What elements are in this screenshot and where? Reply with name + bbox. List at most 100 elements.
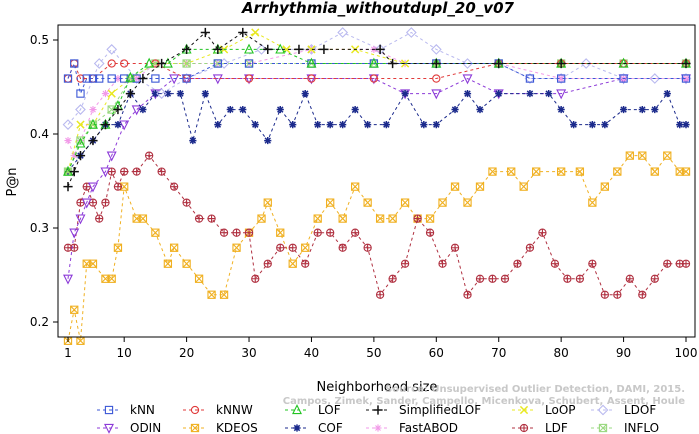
point-ldf-53 [663, 259, 672, 268]
point-kdeos-47 [613, 167, 622, 176]
point-knn-0 [63, 74, 73, 83]
point-kdeos-29 [363, 198, 372, 207]
x-tick-label: 60 [429, 346, 444, 360]
legend-item-knnw: kNNW [183, 403, 253, 417]
legend-label-ldf: LDF [545, 421, 568, 434]
point-knnw-8 [244, 74, 254, 83]
point-cof-33 [526, 89, 534, 98]
point-simplifiedlof-13 [263, 44, 273, 54]
point-fastabod-5 [114, 74, 122, 83]
point-cof-17 [276, 105, 284, 114]
point-lof-5 [125, 71, 136, 82]
point-cof-15 [251, 121, 259, 129]
point-ldf-29 [363, 243, 372, 252]
legend-label-knnw: kNNW [216, 403, 253, 417]
point-knnw-0 [63, 74, 73, 83]
point-kdeos-20 [257, 214, 266, 223]
point-simplifiedlof-16 [375, 44, 385, 54]
point-cof-12 [214, 121, 222, 129]
point-kdeos-51 [663, 151, 672, 160]
point-simplifiedlof-3 [88, 135, 98, 146]
point-loop-10 [307, 45, 316, 54]
legend-marker-knn [104, 405, 114, 415]
point-odin-12 [212, 74, 223, 85]
point-kdeos-49 [638, 151, 647, 160]
point-kdeos-14 [182, 259, 191, 268]
point-cof-30 [463, 89, 472, 98]
point-cof-34 [545, 89, 553, 98]
point-cof-11 [201, 89, 209, 98]
point-loop-1 [76, 120, 85, 129]
point-odin-0 [63, 274, 73, 285]
point-ldf-12 [157, 167, 166, 176]
point-kdeos-44 [575, 167, 585, 176]
point-odin-6 [106, 151, 117, 162]
point-kdeos-39 [488, 167, 497, 176]
point-ldf-52 [650, 274, 659, 283]
y-tick-label: 0.3 [30, 221, 49, 235]
x-tick-label: 30 [241, 346, 256, 360]
point-simplifiedlof-21 [681, 58, 691, 69]
point-knn-17 [525, 74, 535, 83]
point-kdeos-53 [681, 167, 691, 176]
point-cof-43 [676, 121, 684, 129]
point-cof-41 [651, 105, 659, 114]
point-ldf-17 [219, 228, 229, 237]
point-cof-26 [401, 89, 409, 98]
series-simplifiedlof [63, 27, 691, 192]
point-knn-9 [151, 74, 160, 83]
point-simplifiedlof-0 [63, 182, 73, 192]
point-ldf-24 [301, 259, 310, 268]
legend-item-kdeos: KDEOS [183, 421, 258, 434]
point-kdeos-22 [276, 228, 285, 237]
point-knn-4 [88, 74, 98, 83]
point-ldf-41 [513, 259, 522, 268]
point-cof-35 [557, 105, 565, 114]
legend-label-lof: LOF [318, 403, 341, 417]
point-odin-10 [169, 74, 180, 85]
point-kdeos-34 [425, 214, 435, 223]
point-cof-27 [420, 121, 428, 129]
point-odin-4 [87, 182, 98, 193]
point-ldof-12 [405, 27, 417, 38]
point-lof-10 [244, 43, 255, 54]
legend-marker-inflo [598, 423, 608, 433]
point-lof-2 [87, 118, 98, 129]
point-ldf-5 [95, 214, 104, 223]
point-kdeos-26 [326, 198, 335, 207]
point-ldf-31 [388, 274, 397, 283]
point-cof-40 [638, 105, 646, 114]
point-ldf-23 [288, 243, 297, 252]
legend-marker-simplifiedlof [373, 405, 383, 415]
point-ldf-20 [251, 274, 260, 283]
legend-label-odin: ODIN [130, 421, 161, 434]
point-odin-1 [69, 228, 80, 239]
point-lof-13 [368, 57, 379, 68]
point-ldf-13 [169, 182, 179, 191]
point-cof-44 [682, 121, 690, 129]
point-kdeos-24 [301, 243, 310, 252]
legend-item-ldof: LDOF [591, 403, 656, 417]
point-ldf-48 [600, 290, 609, 299]
point-ldof-8 [256, 44, 267, 55]
point-kdeos-36 [450, 182, 460, 191]
point-ldf-47 [588, 259, 597, 268]
point-simplifiedlof-1 [69, 167, 79, 177]
legend-label-loop: LoOP [545, 403, 576, 417]
point-ldf-36 [450, 243, 460, 252]
point-simplifiedlof-19 [494, 58, 504, 69]
series-odin [63, 74, 691, 285]
point-simplifiedlof-10 [200, 27, 210, 38]
point-ldf-45 [563, 274, 572, 283]
axis-layer: 1 10 20 30 40 50 60 70 80 90 100 0.2 0.3 0.4 0.5 [30, 25, 697, 360]
point-odin-17 [431, 89, 442, 100]
point-ldf-40 [500, 274, 510, 283]
x-tick-label: 90 [616, 346, 631, 360]
legend-item-simplifiedlof: SimplifiedLOF [366, 403, 481, 417]
point-cof-22 [339, 121, 347, 129]
point-odin-8 [131, 105, 142, 116]
point-knn-12 [244, 59, 254, 68]
series-line-odin [67, 77, 686, 279]
legend-item-lof: LOF [285, 403, 341, 417]
x-tick-label: 1 [64, 346, 72, 360]
